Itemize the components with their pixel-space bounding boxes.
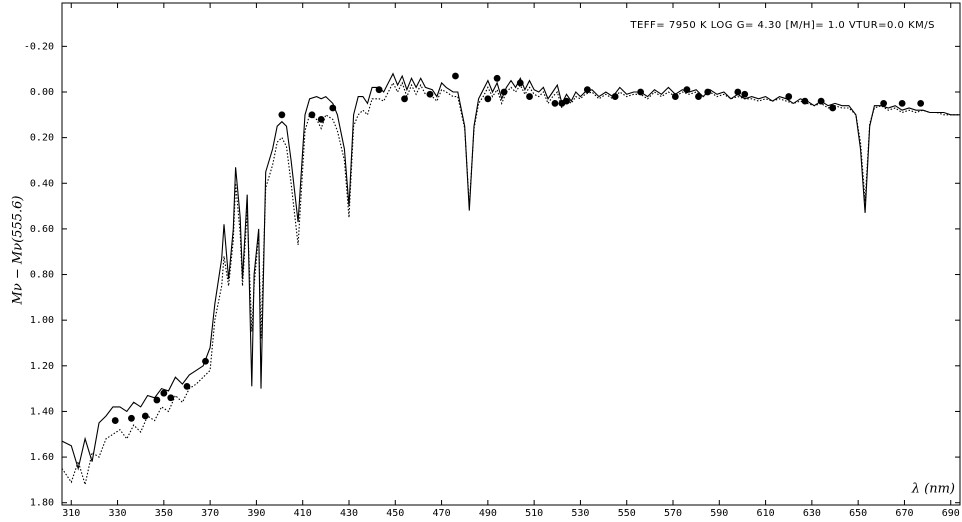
data-point [329, 104, 337, 112]
data-point [683, 86, 691, 94]
data-point [375, 86, 383, 94]
y-tick-label: 1.40 [30, 406, 54, 417]
data-point [516, 79, 524, 87]
spectrum-line [61, 72, 960, 471]
plot-frame [61, 2, 961, 506]
spectrum-line [61, 81, 960, 487]
data-point [128, 414, 135, 422]
data-point [734, 88, 742, 96]
y-tick-label: -0.20 [24, 41, 54, 52]
data-point [583, 86, 591, 94]
data-point [551, 100, 559, 107]
x-tick-label: 350 [155, 508, 173, 519]
x-tick-label: 310 [62, 508, 80, 519]
y-tick-label: 1.20 [30, 361, 54, 372]
data-point [526, 93, 533, 100]
data-point [785, 93, 793, 100]
data-point [704, 88, 712, 96]
data-point [484, 95, 492, 103]
y-tick-label: 0.80 [30, 270, 54, 281]
x-tick-label: 450 [386, 508, 404, 519]
x-tick-label: 610 [757, 508, 775, 519]
data-point [898, 100, 906, 107]
x-axis-label: λ (nm) [911, 482, 955, 497]
x-tick-label: 370 [201, 508, 219, 519]
y-tick-label: 1.00 [30, 315, 54, 326]
data-point [141, 412, 149, 420]
data-point [317, 115, 325, 123]
data-point [637, 88, 645, 96]
data-point [671, 93, 679, 100]
x-tick-label: 630 [803, 508, 821, 519]
x-tick-label: 670 [895, 508, 913, 519]
x-tick-label: 470 [433, 508, 451, 519]
data-point [829, 104, 837, 112]
data-point [153, 396, 161, 404]
x-tick-label: 430 [340, 508, 358, 519]
data-point [167, 394, 175, 402]
data-point [880, 100, 888, 107]
data-point [695, 93, 702, 100]
data-point [111, 417, 119, 424]
y-tick-label: 0.20 [30, 133, 54, 144]
x-tick-label: 390 [247, 508, 265, 519]
y-axis-label: Mν − Mν(555.6) [11, 196, 26, 306]
x-tick-label: 550 [618, 508, 636, 519]
y-tick-label: 0.00 [30, 87, 54, 98]
x-tick-label: 650 [849, 508, 867, 519]
data-point [183, 382, 191, 390]
x-tick-label: 570 [664, 508, 682, 519]
x-tick-label: 490 [479, 508, 497, 519]
x-tick-label: 510 [525, 508, 543, 519]
data-point [801, 97, 809, 105]
x-tick-label: 530 [571, 508, 589, 519]
data-point [611, 93, 619, 100]
x-tick-label: 590 [710, 508, 728, 519]
data-point [452, 72, 459, 80]
data-point [160, 389, 168, 397]
data-point [202, 357, 209, 365]
x-tick-label: 330 [109, 508, 127, 519]
data-point [493, 74, 501, 82]
data-point [500, 88, 508, 96]
data-point [817, 97, 825, 105]
y-tick-label: 0.40 [30, 178, 54, 189]
y-tick-label: 0.60 [30, 224, 54, 235]
data-point [741, 90, 749, 98]
data-point [426, 90, 434, 98]
data-point [278, 111, 286, 119]
data-point [563, 97, 570, 105]
x-tick-label: 690 [942, 508, 960, 519]
x-tick-label: 410 [294, 508, 312, 519]
annotation: TEFF= 7950 K LOG G= 4.30 [M/H]= 1.0 VTUR… [629, 20, 935, 31]
y-tick-label: 1.60 [30, 452, 54, 463]
data-point [917, 100, 925, 107]
data-point [308, 111, 316, 119]
data-point [401, 95, 408, 103]
y-tick-label: 1.80 [30, 498, 54, 509]
